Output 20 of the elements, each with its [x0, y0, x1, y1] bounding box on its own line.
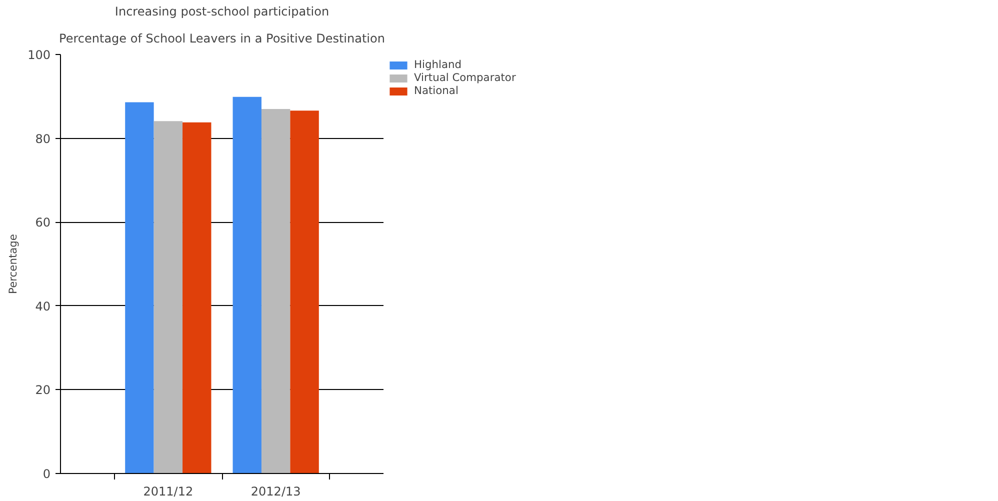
bar: [232, 96, 262, 474]
y-tick-label: 40: [35, 299, 51, 314]
y-tick-label: 100: [28, 48, 50, 62]
legend-label: Highland: [414, 58, 462, 71]
bar: [261, 108, 290, 474]
bar: [290, 110, 319, 474]
y-tick-label: 60: [35, 216, 51, 230]
y-tick-label: 20: [35, 383, 51, 398]
y-axis-title: Percentage: [6, 234, 20, 294]
chart-subtitle: Percentage of School Leavers in a Positive Destination: [59, 32, 385, 46]
y-tick-label: 80: [35, 132, 51, 146]
bar: [125, 102, 154, 474]
legend-label: Virtual Comparator: [414, 71, 516, 84]
bar: [154, 121, 183, 474]
legend-label: National: [414, 84, 458, 97]
x-tick-label: 2012/13: [250, 484, 301, 498]
x-tick-label: 2011/12: [143, 484, 194, 498]
bar: [182, 122, 212, 474]
y-tick-label: 0: [42, 467, 51, 481]
chart-title: Increasing post-school participation: [114, 4, 330, 18]
